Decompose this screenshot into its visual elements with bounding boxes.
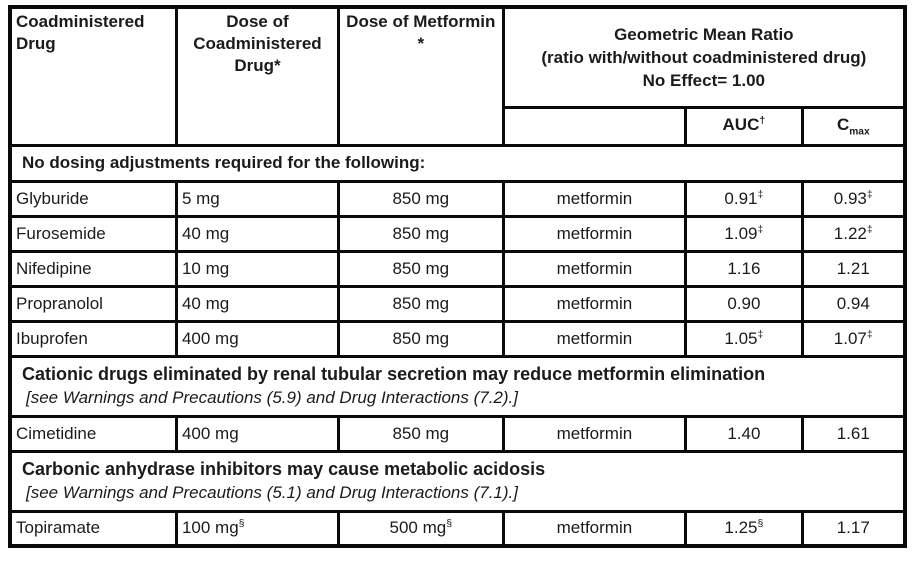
analyte-cell: metformin [501,284,688,323]
header-row-sub: AUC† Cmax [10,105,907,147]
cmax-ratio-cell: 0.93‡ [800,179,907,218]
drug-name-cell: Propranolol [8,284,178,323]
drug-interaction-table: Coadministered Drug Dose of Coadminister… [8,5,907,548]
table-row-cimetidine: Cimetidine 400 mg 850 mg metformin 1.40 … [8,414,907,453]
metformin-dose-cell: 850 mg [336,249,505,288]
cmax-ratio-cell: 1.61 [800,414,907,453]
cmax-ratio-cell: 1.22‡ [800,214,907,253]
section-reference: [see Warnings and Precautions (5.9) and … [26,388,518,407]
analyte-cell: metformin [501,249,688,288]
col-header-coadministered-drug: Coadministered Drug [8,5,178,147]
drug-name-cell: Cimetidine [8,414,178,453]
table-row-propranolol: Propranolol 40 mg 850 mg metformin 0.90 … [8,284,907,323]
coadministered-dose-cell: 40 mg [174,214,340,253]
cmax-ratio-cell: 1.21 [800,249,907,288]
drug-name-cell: Topiramate [8,509,178,548]
metformin-dose-cell: 850 mg [336,319,505,358]
section-cationic-drugs: Cationic drugs eliminated by renal tubul… [8,354,907,418]
analyte-cell: metformin [501,319,688,358]
cmax-ratio-cell: 0.94 [800,284,907,323]
table-row-nifedipine: Nifedipine 10 mg 850 mg metformin 1.16 1… [8,249,907,288]
metformin-dose-cell: 850 mg [336,284,505,323]
section-no-dosing-adjustments: No dosing adjustments required for the f… [8,143,907,183]
cmax-ratio-cell: 1.07‡ [800,319,907,358]
col-header-dose-metformin: Dose of Metformin * [336,5,505,147]
coadministered-dose-cell: 100 mg§ [174,509,340,548]
table-row-topiramate: Topiramate 100 mg§ 500 mg§ metformin 1.2… [8,509,907,548]
metformin-dose-cell: 850 mg [336,414,505,453]
col-header-dose-coadministered-drug: Dose of Coadministered Drug* [174,5,340,147]
section-reference: [see Warnings and Precautions (5.1) and … [26,483,518,502]
table-row-furosemide: Furosemide 40 mg 850 mg metformin 1.09‡ … [8,214,907,253]
coadministered-dose-cell: 5 mg [174,179,340,218]
metformin-dose-cell: 850 mg [336,179,505,218]
col-header-cmax: Cmax [800,105,907,147]
cmax-subscript: max [849,126,870,138]
drug-name-cell: Furosemide [8,214,178,253]
auc-ratio-cell: 1.09‡ [684,214,804,253]
gmr-no-effect-line: No Effect= 1.00 [642,70,765,90]
analyte-cell: metformin [501,509,688,548]
section-carbonic-anhydrase: Carbonic anhydrase inhibitors may cause … [8,449,907,513]
coadministered-dose-cell: 400 mg [174,414,340,453]
auc-ratio-cell: 1.16 [684,249,804,288]
coadministered-dose-cell: 10 mg [174,249,340,288]
auc-ratio-cell: 1.05‡ [684,319,804,358]
metformin-dose-cell: 850 mg [336,214,505,253]
auc-ratio-cell: 0.91‡ [684,179,804,218]
table-row-ibuprofen: Ibuprofen 400 mg 850 mg metformin 1.05‡ … [8,319,907,358]
analyte-cell: metformin [501,179,688,218]
metformin-dose-cell: 500 mg§ [336,509,505,548]
drug-name-cell: Nifedipine [8,249,178,288]
auc-ratio-cell: 1.25§ [684,509,804,548]
drug-name-cell: Ibuprofen [8,319,178,358]
col-header-geometric-mean-ratio: Geometric Mean Ratio (ratio with/without… [501,5,907,109]
cmax-base: C [836,115,850,134]
gmr-title-line: Geometric Mean Ratio [614,24,794,44]
analyte-cell: metformin [501,414,688,453]
gmr-subtitle-line: (ratio with/without coadministered drug) [541,47,867,67]
header-row-main: Coadministered Drug Dose of Coadminister… [8,5,907,147]
table-row-glyburide: Glyburide 5 mg 850 mg metformin 0.91‡ 0.… [8,179,907,218]
col-header-auc: AUC† [684,105,804,147]
drug-name-cell: Glyburide [8,179,178,218]
subheader-empty-cell [501,105,688,147]
auc-ratio-cell: 1.40 [684,414,804,453]
analyte-cell: metformin [501,214,688,253]
section-title: Cationic drugs eliminated by renal tubul… [22,364,766,384]
section-title: Carbonic anhydrase inhibitors may cause … [22,459,546,479]
coadministered-dose-cell: 40 mg [174,284,340,323]
coadministered-dose-cell: 400 mg [174,319,340,358]
cmax-ratio-cell: 1.17 [800,509,907,548]
auc-ratio-cell: 0.90 [684,284,804,323]
section-title: No dosing adjustments required for the f… [8,143,907,183]
